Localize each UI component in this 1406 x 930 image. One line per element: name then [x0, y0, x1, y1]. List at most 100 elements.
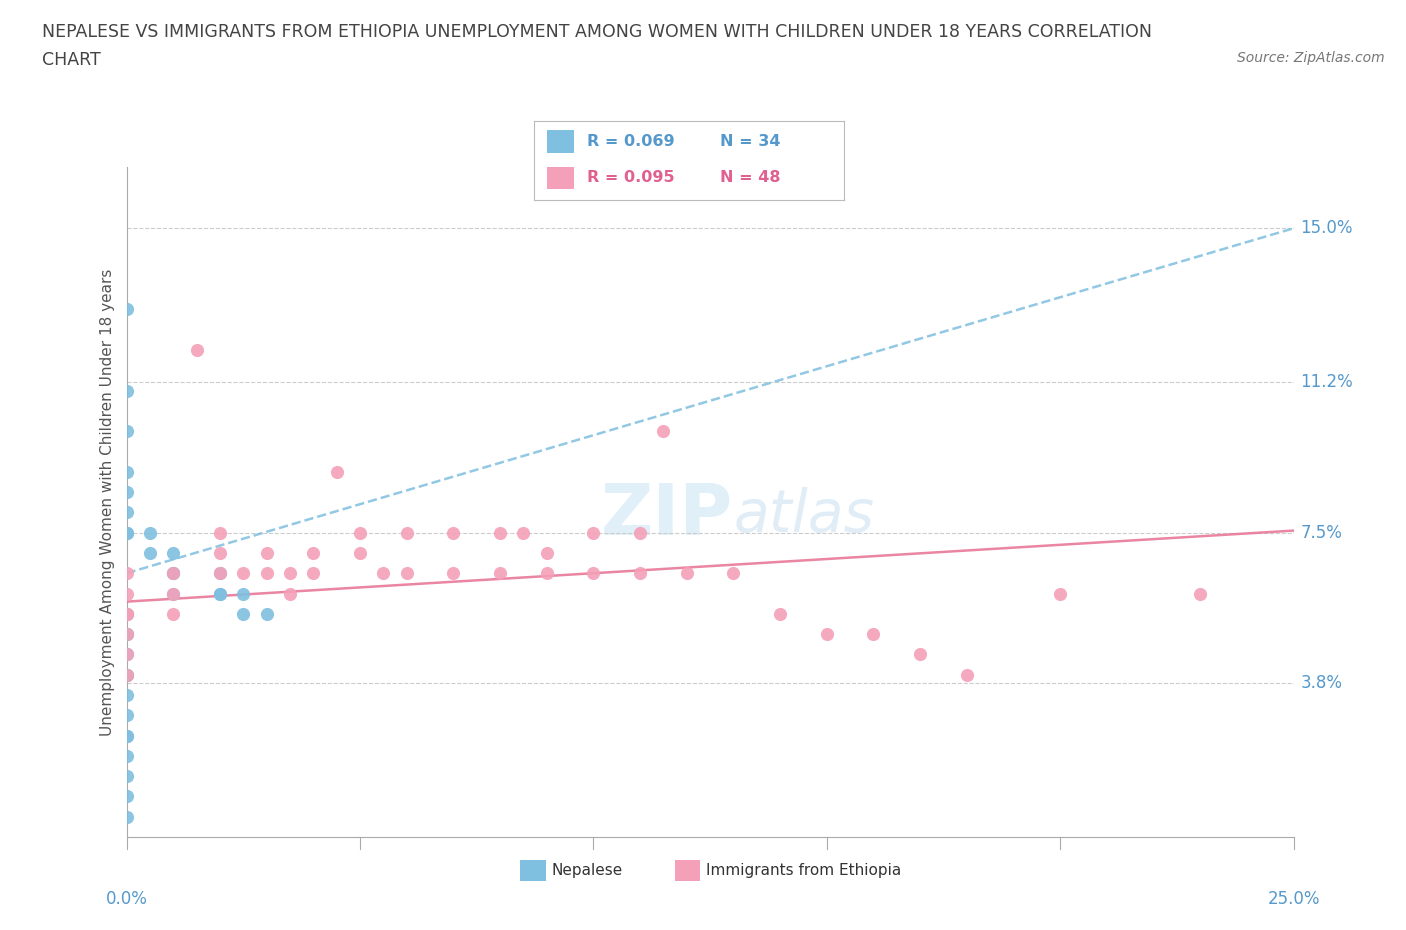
- Point: [512, 525, 534, 540]
- Point: [162, 565, 184, 580]
- Point: [1189, 586, 1212, 601]
- Point: [162, 586, 184, 601]
- Point: [278, 565, 301, 580]
- Point: [395, 565, 418, 580]
- Point: [115, 647, 138, 662]
- Point: [115, 687, 138, 702]
- Point: [208, 546, 231, 561]
- Point: [208, 565, 231, 580]
- Point: [115, 424, 138, 439]
- Point: [115, 627, 138, 642]
- Point: [441, 565, 464, 580]
- Text: ZIP: ZIP: [602, 481, 734, 550]
- Point: [115, 627, 138, 642]
- Point: [956, 667, 979, 682]
- Point: [115, 485, 138, 499]
- Point: [232, 586, 254, 601]
- Point: [536, 565, 558, 580]
- Point: [395, 525, 418, 540]
- Point: [115, 769, 138, 784]
- Point: [862, 627, 884, 642]
- Point: [489, 525, 512, 540]
- Point: [162, 586, 184, 601]
- Point: [162, 606, 184, 621]
- Point: [115, 667, 138, 682]
- FancyBboxPatch shape: [547, 130, 575, 153]
- Point: [115, 667, 138, 682]
- Point: [115, 667, 138, 682]
- Point: [115, 464, 138, 479]
- Point: [208, 525, 231, 540]
- Point: [115, 383, 138, 398]
- Point: [115, 302, 138, 317]
- Text: 7.5%: 7.5%: [1301, 524, 1343, 541]
- Point: [115, 708, 138, 723]
- Point: [115, 627, 138, 642]
- Point: [489, 565, 512, 580]
- Text: 0.0%: 0.0%: [105, 890, 148, 908]
- Text: atlas: atlas: [734, 487, 875, 544]
- Point: [115, 586, 138, 601]
- Point: [186, 342, 208, 357]
- Point: [325, 464, 347, 479]
- Text: 3.8%: 3.8%: [1301, 674, 1343, 692]
- Point: [139, 525, 162, 540]
- Point: [115, 728, 138, 743]
- Point: [908, 647, 931, 662]
- Point: [115, 749, 138, 764]
- Point: [373, 565, 395, 580]
- Point: [256, 606, 278, 621]
- Point: [115, 565, 138, 580]
- Point: [302, 565, 325, 580]
- Point: [232, 606, 254, 621]
- Text: N = 34: N = 34: [720, 134, 780, 149]
- Point: [115, 525, 138, 540]
- Point: [115, 789, 138, 804]
- Text: R = 0.095: R = 0.095: [586, 170, 675, 185]
- Text: NEPALESE VS IMMIGRANTS FROM ETHIOPIA UNEMPLOYMENT AMONG WOMEN WITH CHILDREN UNDE: NEPALESE VS IMMIGRANTS FROM ETHIOPIA UNE…: [42, 23, 1152, 41]
- Point: [441, 525, 464, 540]
- Point: [256, 565, 278, 580]
- Point: [628, 525, 651, 540]
- Point: [278, 586, 301, 601]
- Point: [115, 606, 138, 621]
- Point: [208, 586, 231, 601]
- Point: [582, 565, 605, 580]
- Y-axis label: Unemployment Among Women with Children Under 18 years: Unemployment Among Women with Children U…: [100, 269, 115, 736]
- Point: [162, 565, 184, 580]
- Point: [723, 565, 745, 580]
- Text: 25.0%: 25.0%: [1267, 890, 1320, 908]
- Text: Immigrants from Ethiopia: Immigrants from Ethiopia: [706, 863, 901, 878]
- Point: [208, 565, 231, 580]
- Point: [115, 647, 138, 662]
- Point: [115, 809, 138, 824]
- Point: [628, 565, 651, 580]
- Point: [115, 728, 138, 743]
- Point: [302, 546, 325, 561]
- Point: [652, 424, 675, 439]
- Point: [349, 525, 371, 540]
- Point: [115, 606, 138, 621]
- Point: [232, 565, 254, 580]
- Text: Source: ZipAtlas.com: Source: ZipAtlas.com: [1237, 51, 1385, 65]
- Point: [1049, 586, 1071, 601]
- Point: [349, 546, 371, 561]
- Point: [208, 586, 231, 601]
- Text: R = 0.069: R = 0.069: [586, 134, 675, 149]
- Point: [162, 546, 184, 561]
- Point: [139, 546, 162, 561]
- Point: [115, 525, 138, 540]
- Point: [769, 606, 792, 621]
- Point: [815, 627, 838, 642]
- Text: 11.2%: 11.2%: [1301, 374, 1354, 392]
- Point: [536, 546, 558, 561]
- Point: [675, 565, 697, 580]
- Point: [582, 525, 605, 540]
- Point: [115, 505, 138, 520]
- Text: 15.0%: 15.0%: [1301, 219, 1353, 237]
- Text: N = 48: N = 48: [720, 170, 780, 185]
- Point: [115, 606, 138, 621]
- Text: CHART: CHART: [42, 51, 101, 69]
- FancyBboxPatch shape: [547, 166, 575, 189]
- Text: Nepalese: Nepalese: [551, 863, 623, 878]
